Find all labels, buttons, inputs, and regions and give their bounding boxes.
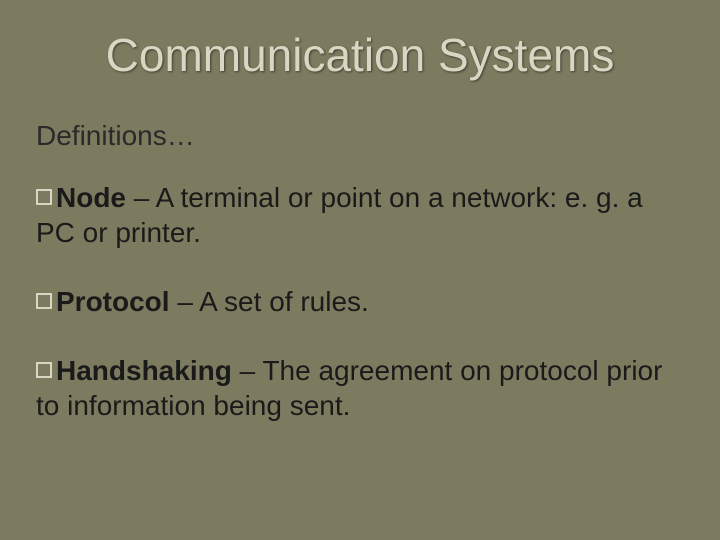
definition-text: – A terminal or point on a network: e. g…: [36, 182, 643, 248]
term: Protocol: [56, 286, 170, 317]
term: Handshaking: [56, 355, 232, 386]
definition-item: Node – A terminal or point on a network:…: [36, 180, 680, 250]
definition-item: Handshaking – The agreement on protocol …: [36, 353, 680, 423]
square-bullet-icon: [36, 189, 52, 205]
term: Node: [56, 182, 126, 213]
definition-text: – A set of rules.: [170, 286, 369, 317]
slide-title: Communication Systems: [0, 28, 720, 82]
slide: Communication Systems Definitions… Node …: [0, 0, 720, 540]
slide-body: Node – A terminal or point on a network:…: [36, 180, 680, 423]
definition-item: Protocol – A set of rules.: [36, 284, 680, 319]
square-bullet-icon: [36, 362, 52, 378]
slide-subtitle: Definitions…: [36, 120, 195, 152]
square-bullet-icon: [36, 293, 52, 309]
